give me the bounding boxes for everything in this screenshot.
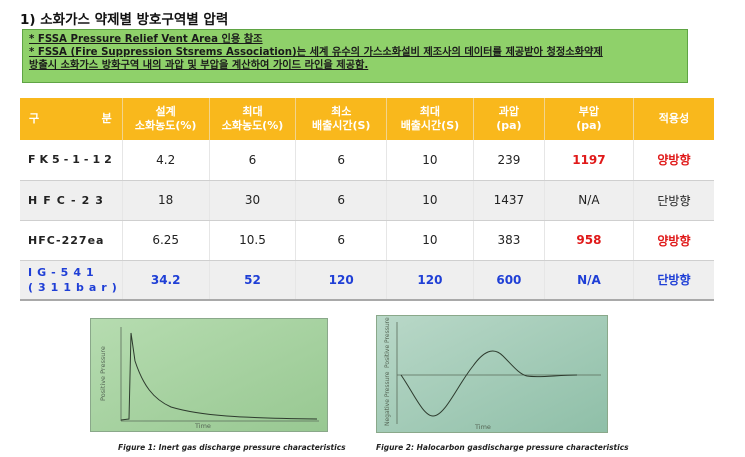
max-conc: 10.5 xyxy=(209,220,297,261)
header-max-conc: 최대 소화농도(%) xyxy=(209,98,297,140)
max-time: 10 xyxy=(386,140,474,181)
underpressure: N/A xyxy=(544,260,634,301)
table-row: HFC-23 18 30 6 10 1437 N/A 단방향 xyxy=(20,180,714,221)
overpressure: 239 xyxy=(473,140,545,181)
figure-1-caption: Figure 1: Inert gas discharge pressure c… xyxy=(118,443,346,452)
agent-name: HFC-227ea xyxy=(20,220,123,261)
figure-1-plot: Positive Pressure Time xyxy=(91,319,327,431)
figure-2-plot: Positive Pressure Negative Pressure Time xyxy=(377,316,607,432)
applicability: 단방향 xyxy=(633,180,714,221)
max-conc: 52 xyxy=(209,260,297,301)
table-row: IG-541 (311bar) 34.2 52 120 120 600 N/A 단… xyxy=(20,260,714,301)
min-time: 120 xyxy=(295,260,388,301)
applicability: 양방향 xyxy=(633,220,714,261)
min-time: 6 xyxy=(295,140,388,181)
max-time: 10 xyxy=(386,180,474,221)
min-time: 6 xyxy=(295,180,388,221)
agent-name: FK5-1-12 xyxy=(20,140,123,181)
underpressure: N/A xyxy=(544,180,634,221)
header-min-time: 최소 배출시간(S) xyxy=(295,98,388,140)
agent-name: HFC-23 xyxy=(20,180,123,221)
header-overpressure: 과압 (pa) xyxy=(473,98,545,140)
header-max-time: 최대 배출시간(S) xyxy=(386,98,474,140)
figure-inert-gas: Positive Pressure Time xyxy=(90,318,328,432)
notice-box: * FSSA Pressure Relief Vent Area 인용 참조 *… xyxy=(22,29,688,83)
notice-line-3: 방출시 소화가스 방화구역 내의 과압 및 부압을 계산하여 가이드 라인을 제… xyxy=(29,60,369,71)
figure-2-y-label-positive: Positive Pressure xyxy=(384,317,391,368)
underpressure: 958 xyxy=(544,220,634,261)
max-conc: 30 xyxy=(209,180,297,221)
notice-line-2: * FSSA (Fire Suppression Stsrems Associa… xyxy=(29,47,603,58)
table-row: HFC-227ea 6.25 10.5 6 10 383 958 양방향 xyxy=(20,220,714,261)
figure-halocarbon: Positive Pressure Negative Pressure Time xyxy=(376,315,608,433)
design-conc: 18 xyxy=(122,180,210,221)
max-time: 120 xyxy=(386,260,474,301)
applicability: 양방향 xyxy=(633,140,714,181)
page-title: 1) 소화가스 약제별 방호구역별 압력 xyxy=(20,12,229,28)
overpressure: 383 xyxy=(473,220,545,261)
design-conc: 34.2 xyxy=(122,260,210,301)
header-design-conc: 설계 소화농도(%) xyxy=(122,98,210,140)
figure-2-caption: Figure 2: Halocarbon gasdischarge pressu… xyxy=(376,443,629,452)
min-time: 6 xyxy=(295,220,388,261)
agent-name: IG-541 (311bar) xyxy=(20,260,123,301)
figure-2-x-label: Time xyxy=(474,423,491,431)
max-conc: 6 xyxy=(209,140,297,181)
overpressure: 600 xyxy=(473,260,545,301)
underpressure: 1197 xyxy=(544,140,634,181)
figure-2-y-label-negative: Negative Pressure xyxy=(384,371,391,426)
design-conc: 4.2 xyxy=(122,140,210,181)
overpressure: 1437 xyxy=(473,180,545,221)
notice-line-1: * FSSA Pressure Relief Vent Area 인용 참조 xyxy=(29,34,263,45)
header-underpressure: 부압 (pa) xyxy=(544,98,634,140)
table-row: FK5-1-12 4.2 6 6 10 239 1197 양방향 xyxy=(20,140,714,181)
applicability: 단방향 xyxy=(633,260,714,301)
figure-1-y-label: Positive Pressure xyxy=(99,346,107,401)
header-applicability: 적용성 xyxy=(633,98,714,140)
figure-1-x-label: Time xyxy=(194,422,211,430)
design-conc: 6.25 xyxy=(122,220,210,261)
max-time: 10 xyxy=(386,220,474,261)
